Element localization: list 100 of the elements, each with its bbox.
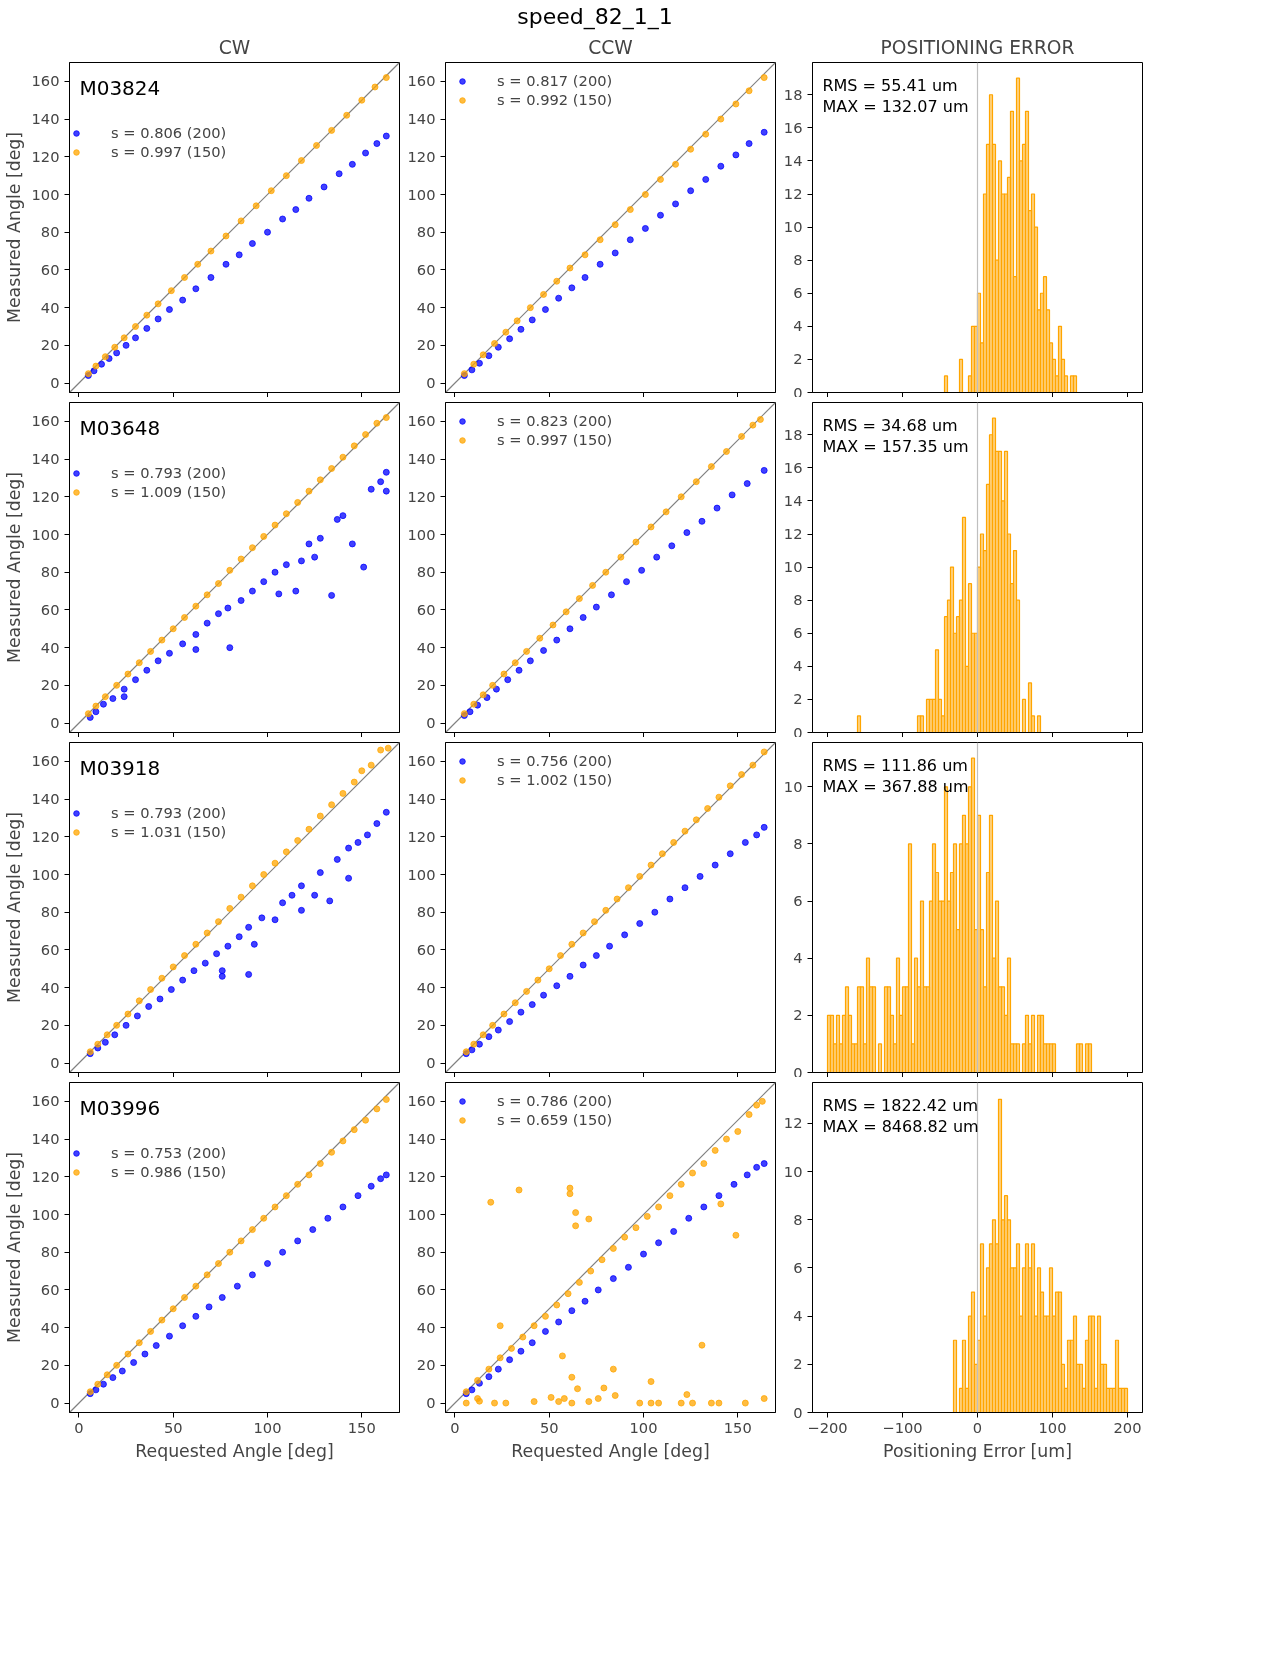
y-tick-label: 20 xyxy=(416,336,436,354)
annotation: M03996 xyxy=(79,1095,161,1120)
y-tick-label: 120 xyxy=(31,1167,60,1185)
y-tick-label: 60 xyxy=(40,940,60,958)
y-tick-label: 20 xyxy=(40,1356,60,1374)
legend-label: s = 0.756 (200) xyxy=(497,752,613,769)
y-axis-title: Measured Angle [deg] xyxy=(3,1151,24,1344)
y-tick-label: 80 xyxy=(40,1243,60,1261)
chart-title: CCW xyxy=(588,36,633,58)
y-tick-label: 0 xyxy=(793,723,803,741)
y-tick-label: 18 xyxy=(783,85,803,103)
chart-title: POSITIONING ERROR xyxy=(880,36,1075,58)
y-tick-label: 12 xyxy=(783,1114,803,1132)
y-tick-label: 120 xyxy=(407,827,436,845)
x-tick-label: 0 xyxy=(972,1418,983,1436)
y-tick-label: 40 xyxy=(416,298,436,316)
y-tick-label: 2 xyxy=(793,350,803,368)
y-tick-label: 8 xyxy=(793,1210,803,1228)
y-tick-label: 0 xyxy=(426,1394,436,1412)
y-tick-label: 8 xyxy=(793,591,803,609)
y-tick-label: 80 xyxy=(40,223,60,241)
annotation: M03648 xyxy=(79,415,161,440)
y-tick-label: 80 xyxy=(416,903,436,921)
y-tick-label: 60 xyxy=(416,940,436,958)
x-tick-label: 50 xyxy=(163,1418,183,1436)
y-tick-label: 12 xyxy=(783,185,803,202)
legend-label: s = 0.786 (200) xyxy=(497,1092,613,1109)
y-tick-label: 140 xyxy=(31,450,60,468)
y-tick-label: 20 xyxy=(416,1016,436,1034)
legend-label: s = 0.823 (200) xyxy=(497,412,613,429)
y-axis-title: Measured Angle [deg] xyxy=(3,811,24,1004)
y-tick-label: 8 xyxy=(793,251,803,269)
annotation: MAX = 132.07 um xyxy=(822,97,969,117)
y-tick-label: 160 xyxy=(31,412,60,430)
x-tick-label: 50 xyxy=(539,1418,559,1436)
y-axis-title: Measured Angle [deg] xyxy=(3,131,24,324)
y-tick-label: 6 xyxy=(793,1258,803,1276)
y-tick-label: 140 xyxy=(407,110,436,128)
legend-label: s = 0.659 (150) xyxy=(497,1111,613,1128)
y-tick-label: 40 xyxy=(40,1318,60,1336)
legend-label: s = 0.997 (150) xyxy=(111,143,227,160)
y-tick-label: 40 xyxy=(416,978,436,996)
y-tick-label: 100 xyxy=(31,525,60,543)
y-tick-label: 160 xyxy=(407,752,436,770)
y-tick-label: 100 xyxy=(31,185,60,203)
annotation: MAX = 367.88 um xyxy=(822,777,969,797)
x-tick-label: 100 xyxy=(253,1418,282,1436)
y-tick-label: 0 xyxy=(426,1054,436,1072)
y-tick-label: 100 xyxy=(407,185,436,203)
y-tick-label: 100 xyxy=(407,865,436,883)
y-tick-label: 20 xyxy=(416,1356,436,1374)
y-tick-label: 140 xyxy=(407,450,436,468)
y-tick-label: 120 xyxy=(407,1167,436,1185)
y-axis-title: Measured Angle [deg] xyxy=(3,471,24,664)
y-tick-label: 16 xyxy=(783,458,803,476)
annotation: MAX = 8468.82 um xyxy=(822,1117,979,1137)
y-tick-label: 40 xyxy=(416,638,436,656)
y-tick-label: 40 xyxy=(40,978,60,996)
y-tick-label: 0 xyxy=(50,374,60,392)
y-tick-label: 20 xyxy=(40,1016,60,1034)
y-tick-label: 60 xyxy=(40,260,60,278)
y-tick-label: 20 xyxy=(40,336,60,354)
y-tick-label: 6 xyxy=(793,624,803,642)
legend-label: s = 1.031 (150) xyxy=(111,823,227,840)
y-tick-label: 20 xyxy=(40,676,60,694)
y-tick-label: 10 xyxy=(783,777,803,795)
legend-label: s = 0.997 (150) xyxy=(497,431,613,448)
y-tick-label: 60 xyxy=(40,1280,60,1298)
y-tick-label: 120 xyxy=(31,147,60,165)
legend-label: s = 0.806 (200) xyxy=(111,124,227,141)
y-tick-label: 20 xyxy=(416,676,436,694)
y-tick-label: 10 xyxy=(783,218,803,236)
y-tick-label: 120 xyxy=(31,827,60,845)
chart-title: CW xyxy=(218,36,251,58)
y-tick-label: 10 xyxy=(783,558,803,576)
y-tick-label: 40 xyxy=(40,638,60,656)
y-tick-label: 0 xyxy=(426,714,436,732)
y-tick-label: 12 xyxy=(783,525,803,542)
y-tick-label: 80 xyxy=(40,903,60,921)
y-tick-label: 100 xyxy=(31,865,60,883)
y-tick-label: 160 xyxy=(407,72,436,90)
y-tick-label: 160 xyxy=(407,1092,436,1110)
y-tick-label: 80 xyxy=(40,563,60,581)
y-tick-label: 2 xyxy=(793,1355,803,1373)
legend-label: s = 0.793 (200) xyxy=(111,464,227,481)
y-tick-label: 0 xyxy=(50,1394,60,1412)
y-tick-label: 140 xyxy=(31,110,60,128)
x-tick-label: −200 xyxy=(807,1418,848,1436)
y-tick-label: 160 xyxy=(31,1092,60,1110)
y-tick-label: 0 xyxy=(793,1403,803,1421)
legend-label: s = 0.992 (150) xyxy=(497,91,613,108)
legend-label: s = 0.753 (200) xyxy=(111,1144,227,1161)
x-axis-title: Requested Angle [deg] xyxy=(511,1440,710,1461)
y-tick-label: 120 xyxy=(407,487,436,505)
y-tick-label: 80 xyxy=(416,223,436,241)
legend-label: s = 0.793 (200) xyxy=(111,804,227,821)
y-tick-label: 14 xyxy=(783,491,803,509)
y-tick-label: 60 xyxy=(416,600,436,618)
x-tick-label: −100 xyxy=(882,1418,923,1436)
legend-label: s = 1.009 (150) xyxy=(111,483,227,500)
